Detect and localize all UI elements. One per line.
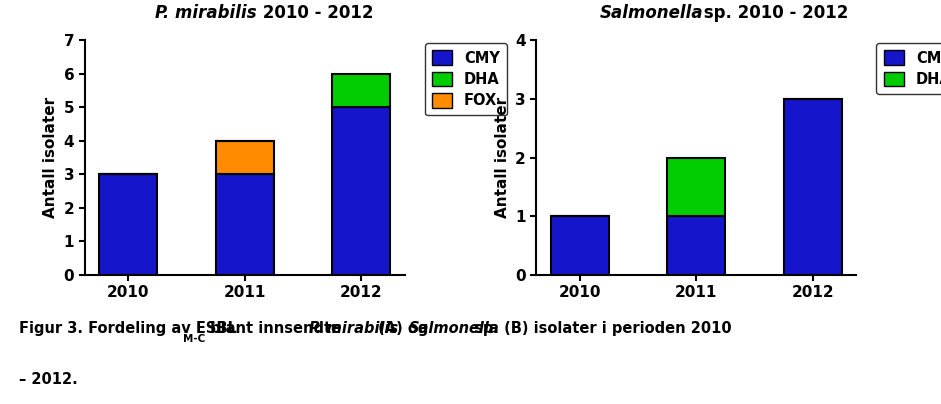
- Bar: [667, 158, 726, 216]
- Legend: CMY, DHA: CMY, DHA: [876, 43, 941, 94]
- Bar: [332, 74, 391, 107]
- Text: P. mirabilis: P. mirabilis: [155, 4, 257, 22]
- Text: (A) og: (A) og: [373, 321, 433, 336]
- Bar: [784, 99, 842, 275]
- Bar: [215, 174, 274, 275]
- Text: sp. (B) isolater i perioden 2010: sp. (B) isolater i perioden 2010: [469, 321, 731, 336]
- Text: blant innsendte: blant innsendte: [205, 321, 346, 336]
- Text: P. mirabilis: P. mirabilis: [309, 321, 398, 336]
- Bar: [667, 216, 726, 275]
- Bar: [215, 141, 274, 174]
- Bar: [99, 174, 157, 275]
- Text: Figur 3. Fordeling av ESBL: Figur 3. Fordeling av ESBL: [19, 321, 237, 336]
- Y-axis label: Antall isolater: Antall isolater: [495, 97, 510, 218]
- Text: M-C: M-C: [183, 334, 205, 344]
- Text: Salmonella: Salmonella: [408, 321, 499, 336]
- Bar: [550, 216, 609, 275]
- Text: Salmonella: Salmonella: [599, 4, 703, 22]
- Text: 2010 - 2012: 2010 - 2012: [257, 4, 374, 22]
- Text: – 2012.: – 2012.: [19, 372, 77, 387]
- Legend: CMY, DHA, FOX: CMY, DHA, FOX: [424, 43, 507, 116]
- Y-axis label: Antall isolater: Antall isolater: [43, 97, 58, 218]
- Bar: [332, 107, 391, 275]
- Text: sp. 2010 - 2012: sp. 2010 - 2012: [698, 4, 849, 22]
